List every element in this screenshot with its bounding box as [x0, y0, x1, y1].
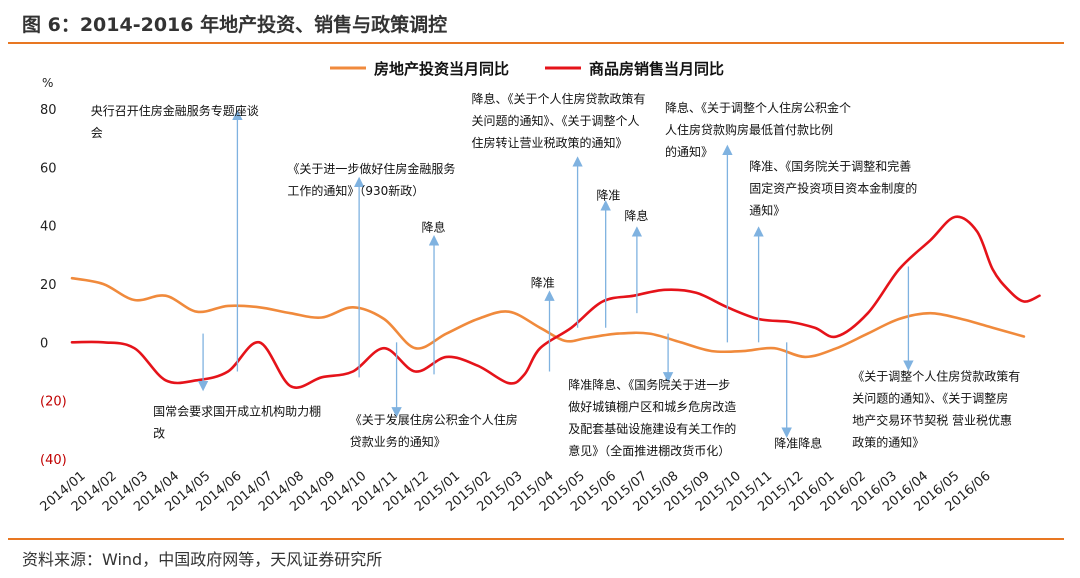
annotation-text: 意见》（全面推进棚改货币化） — [568, 443, 730, 458]
y-tick-label: (40) — [40, 453, 67, 468]
legend-label: 房地产投资当月同比 — [374, 60, 509, 78]
annotation-text: 国常会要求国开成立机构助力棚 — [153, 403, 321, 418]
annotation-text: 降准、《国务院关于调整和完善 — [749, 158, 911, 173]
annotation-text: 地产交易环节契税 营业税优惠 — [852, 412, 1012, 427]
annotation-text: 做好城镇棚户区和城乡危房改造 — [568, 399, 736, 414]
source-note: 资料来源：Wind，中国政府网等，天风证券研究所 — [22, 550, 383, 569]
series-line-sales — [70, 215, 1041, 389]
annotation-text: 的通知》 — [665, 144, 713, 159]
annotation-text: 贷款业务的通知》 — [350, 434, 446, 449]
y-tick-label: 80 — [40, 103, 57, 118]
annotation-text: 政策的通知》 — [852, 434, 924, 449]
line-chart: %806040200(20)(40)2014/012014/022014/032… — [38, 60, 1041, 515]
annotation-text: 《关于进一步做好住房金融服务 — [287, 161, 455, 176]
annotation-text: 降准降息 — [774, 435, 822, 450]
annotation-text: 住房转让营业税政策的通知》 — [471, 135, 627, 150]
annotation-text: 《关于调整个人住房贷款政策有 — [852, 368, 1020, 383]
annotation-text: 降息、《关于个人住房贷款政策有 — [471, 91, 645, 106]
annotation-text: 及配套基础设施建设有关工作的 — [568, 421, 736, 436]
annotation-text: 降准降息、《国务院关于进一步 — [568, 377, 730, 392]
y-tick-label: 0 — [40, 336, 48, 351]
annotation-text: 关问题的通知》、《关于调整个人 — [471, 113, 639, 128]
y-tick-label: (20) — [40, 395, 67, 410]
annotation-text: 关问题的通知》、《关于调整房 — [852, 390, 1008, 405]
annotation-text: 通知》 — [749, 203, 785, 217]
y-axis-unit: % — [42, 76, 53, 90]
series-line-investment — [70, 276, 1026, 359]
annotation-text: 人住房贷款购房最低首付款比例 — [665, 122, 833, 137]
annotation-text: 会 — [91, 126, 103, 140]
annotation-text: 降息 — [624, 208, 648, 223]
title-bar: 图 6：2014-2016 年地产投资、销售与政策调控 — [0, 0, 1080, 44]
chart-title: 图 6：2014-2016 年地产投资、销售与政策调控 — [22, 14, 448, 36]
y-tick-label: 40 — [40, 220, 57, 235]
annotation-text: 《关于发展住房公积金个人住房 — [350, 412, 518, 427]
footer-divider — [8, 538, 1064, 540]
annotation-text: 改 — [153, 426, 165, 440]
y-tick-label: 60 — [40, 161, 57, 176]
annotation-text: 降息、《关于调整个人住房公积金个 — [665, 100, 851, 115]
legend-label: 商品房销售当月同比 — [589, 60, 724, 78]
y-tick-label: 20 — [40, 278, 57, 293]
annotation-text: 工作的通知》（930新政） — [287, 183, 424, 198]
annotation-text: 固定资产投资项目资本金制度的 — [749, 180, 917, 195]
annotation-text: 降息 — [422, 220, 446, 235]
annotation-text: 降准 — [596, 188, 620, 202]
title-divider — [8, 42, 1064, 44]
annotation-text: 降准 — [531, 276, 555, 290]
annotation-text: 央行召开住房金融服务专题座谈 — [91, 103, 259, 118]
